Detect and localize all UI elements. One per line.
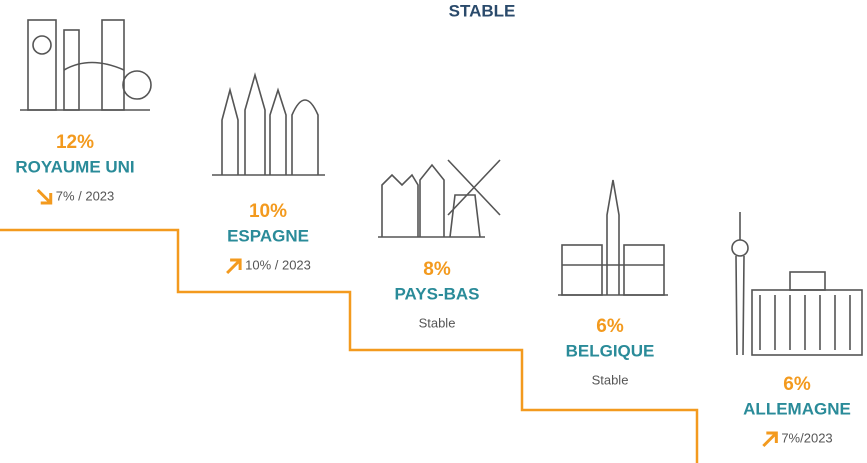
spain-icon (212, 75, 325, 175)
share: 10% (249, 201, 287, 222)
share: 6% (596, 316, 624, 337)
trend: 7%/2023 (781, 430, 832, 445)
share: 12% (56, 132, 94, 153)
netherlands-icon (378, 160, 500, 237)
trend-arrow (227, 260, 240, 273)
belgium-icon (558, 180, 668, 295)
trend: 7% / 2023 (56, 188, 115, 203)
infographic: STABLE 12% ROYAUME UNI 7% / 2023 10% ESPAGNE… (0, 0, 867, 463)
share: 6% (783, 374, 811, 395)
germany-icon (732, 212, 862, 355)
country: PAYS-BAS (394, 284, 479, 303)
trend: Stable (592, 372, 629, 387)
trend: 10% / 2023 (245, 257, 311, 272)
country: ALLEMAGNE (743, 399, 851, 418)
trend-arrow (763, 433, 776, 446)
stable-header: STABLE (449, 1, 516, 20)
country: ROYAUME UNI (15, 157, 134, 176)
trend: Stable (419, 315, 456, 330)
uk-icon (20, 20, 151, 110)
share: 8% (423, 259, 451, 280)
trend-arrow (38, 190, 51, 203)
country: BELGIQUE (566, 341, 655, 360)
country: ESPAGNE (227, 226, 309, 245)
